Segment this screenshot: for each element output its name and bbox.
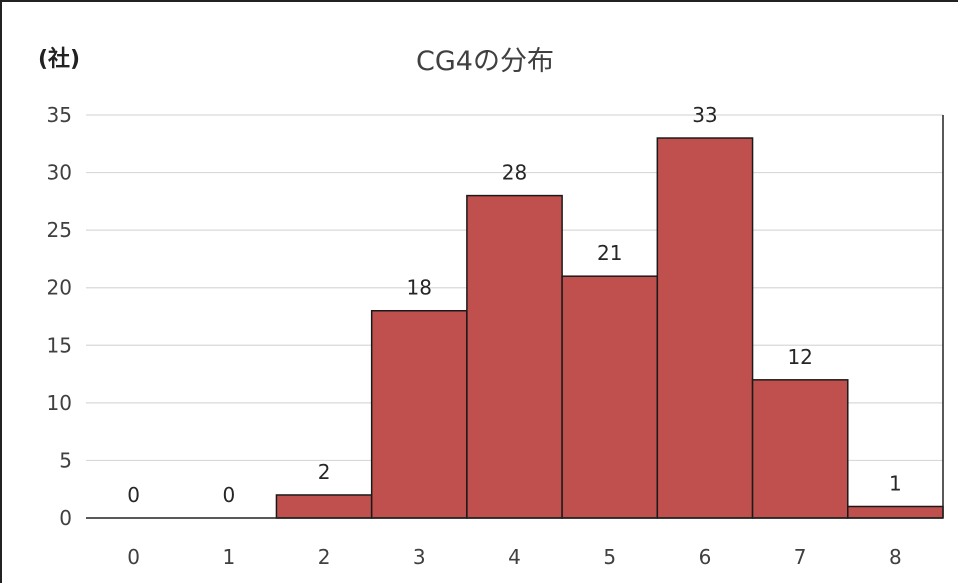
data-label-8: 1 [889,471,902,495]
chart-title: CG4の分布 [416,46,554,77]
y-unit-label: (社) [38,46,80,72]
x-tick-label-5: 5 [603,545,616,569]
bar-7 [751,379,849,519]
y-tick-label-10: 10 [47,391,72,415]
y-tick-label-30: 30 [47,161,72,185]
label-layer: 0 0 2 18 28 21 33 12 1 [127,103,902,507]
data-label-3: 18 [407,276,432,300]
x-tick-label-3: 3 [413,545,426,569]
data-label-6: 33 [692,103,717,127]
data-label-2: 2 [318,460,331,484]
data-label-0: 0 [127,483,140,507]
bar-layer [275,137,944,519]
data-label-1: 0 [222,483,235,507]
x-tick-label-7: 7 [794,545,807,569]
y-tick-label-5: 5 [59,448,72,472]
y-tick-label-0: 0 [59,506,72,530]
bar-6 [656,137,754,519]
bar-2 [275,494,373,519]
data-label-7: 12 [787,345,812,369]
y-tick-label-25: 25 [47,218,72,242]
x-tick-label-2: 2 [318,545,331,569]
x-tick-label-0: 0 [127,545,140,569]
x-tick-label-4: 4 [508,545,521,569]
x-tick-label-6: 6 [699,545,712,569]
bar-3 [370,309,468,519]
y-tick-label-35: 35 [47,103,72,127]
y-tick-label-20: 20 [47,276,72,300]
bar-4 [466,194,563,519]
bar-8 [847,505,944,519]
data-label-5: 21 [597,241,622,265]
x-tick-label-1: 1 [222,545,235,569]
bar-5 [561,275,659,519]
y-tick-label-15: 15 [47,333,72,357]
data-label-4: 28 [502,161,527,185]
x-tick-label-8: 8 [889,545,902,569]
